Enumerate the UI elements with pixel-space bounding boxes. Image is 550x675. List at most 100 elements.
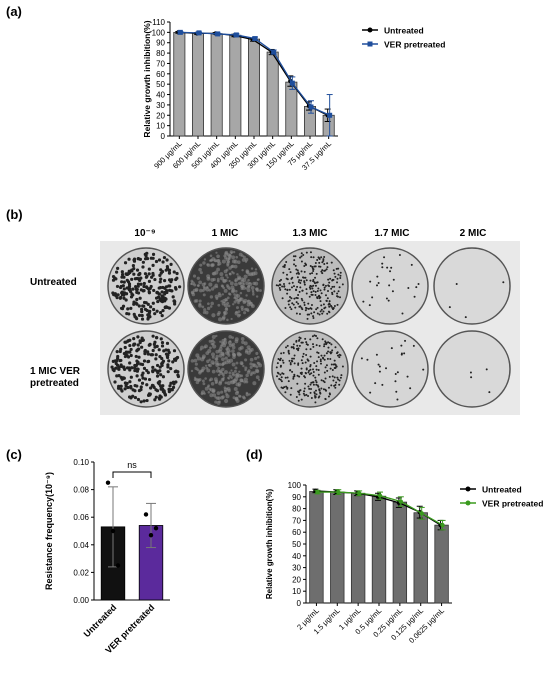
colony [313,391,316,394]
colony [328,342,331,345]
colony [366,358,369,361]
colony [135,317,139,321]
colony [128,361,132,365]
colony-texture [247,284,251,288]
colony-texture [215,396,220,400]
colony [333,384,336,387]
colony-texture [224,256,228,260]
colony-texture [245,373,249,378]
colony [310,293,313,296]
colony-texture [240,337,245,341]
bar [330,491,345,604]
colony [161,260,165,264]
colony-texture [226,296,230,300]
colony [327,278,330,281]
colony-texture [206,306,211,311]
legend-label: VER pretreated [384,40,445,50]
colony [311,343,314,346]
colony [398,254,401,257]
colony [275,366,278,369]
colony [161,285,165,290]
colony [327,350,330,353]
colony [130,277,134,281]
colony [117,367,121,371]
colony [311,265,314,268]
colony [288,296,291,299]
colony-texture [226,276,229,279]
colony [378,370,381,373]
colony-texture [239,297,244,302]
colony [123,387,127,391]
colony [154,357,158,361]
colony [314,379,317,382]
colony-texture [233,369,237,373]
colony [332,269,335,272]
colony-texture [233,296,237,300]
y-tick-label: 30 [292,564,301,573]
colony [317,396,320,399]
colony [368,304,371,307]
colony [143,272,148,276]
colony-texture [208,282,213,287]
colony [332,278,335,281]
colony-texture [232,396,236,400]
colony [338,379,341,382]
colony-texture [200,357,205,362]
colony-texture [217,311,221,315]
colony-texture [213,285,217,289]
colony-texture [224,360,229,365]
colony [312,345,315,348]
colony-texture [224,273,228,277]
colony [304,276,307,279]
colony [299,281,302,284]
plate-col-header-1-7mic: 1.7 MIC [374,228,410,239]
colony [293,362,296,365]
colony [163,305,167,309]
colony [324,366,327,369]
colony [293,263,296,266]
colony [327,290,330,293]
colony [178,285,182,289]
colony [323,345,326,348]
colony [115,270,119,274]
colony [173,302,177,306]
colony-texture [259,289,262,292]
colony [311,287,314,290]
plate-col-header-dilution: 10⁻⁹ [134,228,156,239]
colony [304,306,307,309]
colony [395,390,398,393]
colony-texture [204,386,209,391]
colony-texture [220,390,224,394]
colony-texture [246,288,251,293]
colony [121,304,126,308]
colony [401,312,404,315]
colony [165,341,170,345]
colony [153,345,157,349]
colony [300,398,303,401]
colony [319,360,322,363]
colony-texture [218,369,223,374]
colony [318,344,321,347]
colony-texture [236,390,239,394]
colony-texture [212,277,216,282]
colony-texture [240,308,244,311]
colony [341,283,344,286]
colony [338,353,341,356]
colony [136,335,140,339]
colony-texture [209,393,214,398]
colony [321,338,324,341]
colony [171,295,175,299]
colony [360,357,363,360]
colony [159,384,163,388]
colony-texture [228,371,232,375]
colony [312,383,315,386]
colony [313,362,316,365]
colony [295,296,298,299]
colony [158,365,162,369]
bar [350,492,366,604]
colony [323,269,326,272]
colony [133,389,137,393]
colony [293,373,296,376]
colony [386,266,389,269]
colony [172,270,176,274]
